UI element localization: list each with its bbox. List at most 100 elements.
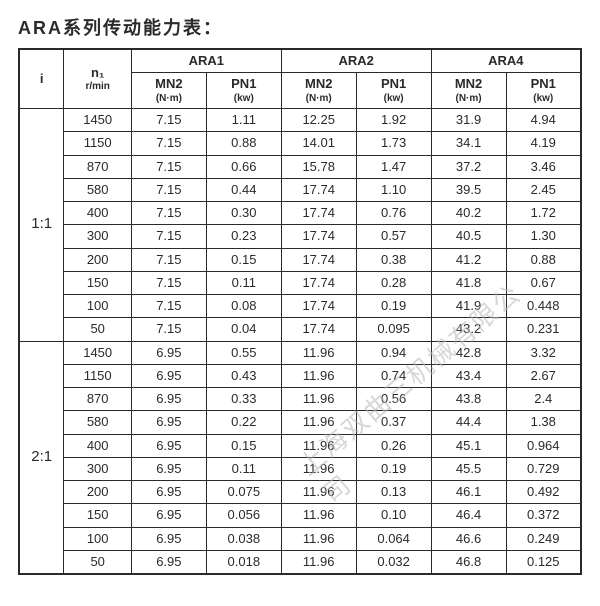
cell-a2p: 0.10 (356, 504, 431, 527)
cell-a4m: 40.5 (431, 225, 506, 248)
cell-a1m: 7.15 (131, 225, 206, 248)
col-mn2: MN2(N·m) (431, 73, 506, 109)
cell-a4p: 0.249 (506, 527, 581, 550)
col-pn1: PN1(kw) (356, 73, 431, 109)
cell-a2p: 0.37 (356, 411, 431, 434)
cell-n1: 200 (64, 481, 131, 504)
table-row: 2006.950.07511.960.1346.10.492 (19, 481, 581, 504)
cell-a1m: 6.95 (131, 434, 206, 457)
cell-a4p: 2.4 (506, 388, 581, 411)
cell-a2m: 17.74 (281, 178, 356, 201)
cell-a4p: 4.94 (506, 109, 581, 132)
group-ara4: ARA4 (431, 49, 581, 73)
cell-a2p: 0.26 (356, 434, 431, 457)
table-row: 4006.950.1511.960.2645.10.964 (19, 434, 581, 457)
cell-a2p: 0.57 (356, 225, 431, 248)
cell-a1p: 0.33 (206, 388, 281, 411)
cell-a2m: 15.78 (281, 155, 356, 178)
cell-a4m: 40.2 (431, 202, 506, 225)
table-row: 2007.150.1517.740.3841.20.88 (19, 248, 581, 271)
cell-n1: 1450 (64, 109, 131, 132)
cell-a1p: 0.04 (206, 318, 281, 341)
cell-a1m: 7.15 (131, 178, 206, 201)
cell-a2p: 0.56 (356, 388, 431, 411)
pn1-unit: (kw) (509, 93, 578, 106)
table-row: 507.150.0417.740.09543.20.231 (19, 318, 581, 341)
col-pn1: PN1 (kw) (506, 73, 581, 109)
col-n1: n₁ r/min (64, 49, 131, 109)
cell-a4m: 43.4 (431, 364, 506, 387)
cell-a1m: 6.95 (131, 364, 206, 387)
cell-a2m: 11.96 (281, 550, 356, 574)
cell-a1m: 6.95 (131, 341, 206, 364)
cell-a4m: 41.9 (431, 295, 506, 318)
cell-n1: 50 (64, 550, 131, 574)
cell-a1p: 0.44 (206, 178, 281, 201)
cell-a2p: 0.095 (356, 318, 431, 341)
cell-a4p: 1.72 (506, 202, 581, 225)
cell-a4m: 41.2 (431, 248, 506, 271)
col-mn2: MN2 (N·m) (131, 73, 206, 109)
cell-a4m: 31.9 (431, 109, 506, 132)
cell-a4p: 0.125 (506, 550, 581, 574)
mn2-label: MN2 (305, 76, 332, 91)
table-header: i n₁ r/min ARA1 ARA2 ARA4 MN2(N·m)PN1(kw… (19, 49, 581, 109)
cell-a2m: 11.96 (281, 457, 356, 480)
cell-a1m: 7.15 (131, 202, 206, 225)
table-row: 1007.150.0817.740.1941.90.448 (19, 295, 581, 318)
col-mn2: MN2(N·m) (281, 73, 356, 109)
mn2-label: MN2 (155, 76, 182, 91)
cell-a1p: 0.66 (206, 155, 281, 178)
col-i: i (19, 49, 64, 109)
cell-a4m: 43.8 (431, 388, 506, 411)
cell-a2m: 11.96 (281, 504, 356, 527)
cell-a2m: 14.01 (281, 132, 356, 155)
mn2-unit: (N·m) (434, 93, 504, 106)
table-row: 1507.150.1117.740.2841.80.67 (19, 271, 581, 294)
cell-n1: 1150 (64, 364, 131, 387)
cell-a4p: 0.88 (506, 248, 581, 271)
cell-a4m: 45.5 (431, 457, 506, 480)
cell-a1m: 7.15 (131, 155, 206, 178)
cell-a4p: 0.492 (506, 481, 581, 504)
cell-n1: 870 (64, 155, 131, 178)
cell-a4p: 3.46 (506, 155, 581, 178)
table-row: 8707.150.6615.781.4737.23.46 (19, 155, 581, 178)
cell-a4m: 34.1 (431, 132, 506, 155)
cell-a2p: 0.032 (356, 550, 431, 574)
cell-a2m: 11.96 (281, 527, 356, 550)
pn1-label: PN1 (531, 76, 556, 91)
table-row: 1506.950.05611.960.1046.40.372 (19, 504, 581, 527)
cell-a2m: 11.96 (281, 411, 356, 434)
cell-a1m: 6.95 (131, 550, 206, 574)
n1-label: n₁ (91, 65, 104, 80)
cell-a4m: 46.8 (431, 550, 506, 574)
cell-a2p: 0.76 (356, 202, 431, 225)
cell-a1p: 0.55 (206, 341, 281, 364)
cell-a2p: 0.19 (356, 457, 431, 480)
table-row: 8706.950.3311.960.5643.82.4 (19, 388, 581, 411)
cell-a2p: 0.28 (356, 271, 431, 294)
cell-a2m: 17.74 (281, 225, 356, 248)
cell-a2p: 0.38 (356, 248, 431, 271)
cell-n1: 100 (64, 527, 131, 550)
cell-a4p: 1.30 (506, 225, 581, 248)
cell-a1m: 6.95 (131, 527, 206, 550)
cell-a1m: 7.15 (131, 109, 206, 132)
cell-a4m: 42.8 (431, 341, 506, 364)
cell-n1: 150 (64, 504, 131, 527)
cell-a2p: 1.73 (356, 132, 431, 155)
mn2-unit: (N·m) (134, 93, 204, 106)
table-row: 3006.950.1111.960.1945.50.729 (19, 457, 581, 480)
cell-a4m: 39.5 (431, 178, 506, 201)
cell-a1m: 6.95 (131, 504, 206, 527)
table-row: 11506.950.4311.960.7443.42.67 (19, 364, 581, 387)
cell-a1m: 6.95 (131, 457, 206, 480)
cell-a1p: 0.43 (206, 364, 281, 387)
cell-a1p: 0.11 (206, 457, 281, 480)
table-row: 1006.950.03811.960.06446.60.249 (19, 527, 581, 550)
cell-a1m: 6.95 (131, 388, 206, 411)
cell-a4m: 46.4 (431, 504, 506, 527)
ratio-cell: 2:1 (19, 341, 64, 574)
cell-a4p: 0.448 (506, 295, 581, 318)
